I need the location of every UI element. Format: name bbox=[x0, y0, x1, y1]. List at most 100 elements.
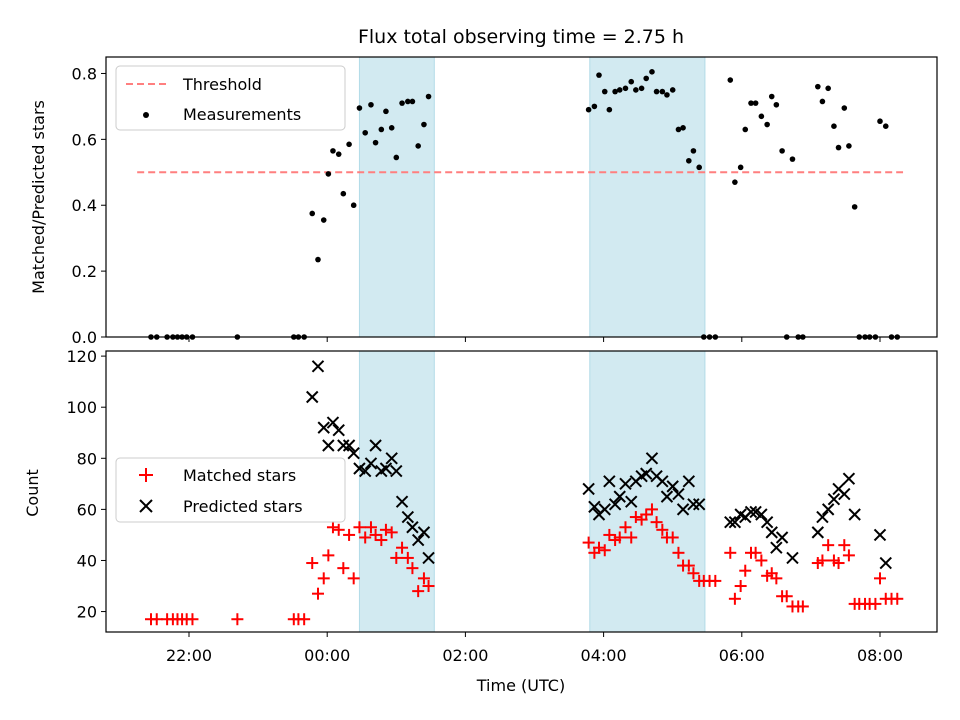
matched-star-point bbox=[412, 585, 425, 598]
xtick-label: 08:00 bbox=[857, 646, 903, 665]
xtick-label: 04:00 bbox=[581, 646, 627, 665]
predicted-star-point bbox=[395, 495, 409, 508]
measurement-point bbox=[425, 93, 432, 100]
matched-star-point bbox=[874, 572, 886, 585]
measurement-point bbox=[383, 108, 389, 115]
matched-star-point bbox=[749, 546, 762, 559]
bottom-ytick-label: 60 bbox=[77, 500, 97, 519]
measurement-point bbox=[628, 78, 635, 85]
measurement-point bbox=[340, 190, 347, 197]
top-ytick-label: 0.8 bbox=[72, 64, 97, 83]
measurement-point bbox=[378, 126, 385, 133]
matched-star-point bbox=[666, 531, 679, 544]
matched-star-point bbox=[656, 523, 669, 536]
predicted-star-point bbox=[666, 480, 679, 493]
predicted-star-point bbox=[873, 528, 887, 542]
predicted-star-point bbox=[744, 505, 758, 519]
matched-star-point bbox=[603, 528, 616, 541]
legend-predicted-swatch bbox=[139, 499, 153, 513]
matched-star-point bbox=[306, 557, 319, 570]
bottom-axes-frame bbox=[105, 350, 938, 633]
predicted-star-point bbox=[760, 515, 774, 529]
predicted-star-point bbox=[311, 360, 325, 373]
matched-star-point bbox=[364, 521, 377, 534]
measurement-point bbox=[415, 143, 421, 149]
chart-title: Flux total observing time = 2.75 h bbox=[358, 26, 684, 48]
predicted-star-point bbox=[608, 498, 622, 511]
predicted-star-point bbox=[598, 503, 611, 516]
predicted-star-point bbox=[838, 487, 851, 501]
predicted-star-point bbox=[588, 500, 601, 514]
legend-predicted-label: Predicted stars bbox=[183, 497, 303, 516]
predicted-star-point bbox=[816, 510, 829, 524]
measurement-point bbox=[309, 210, 316, 217]
measurement-point bbox=[585, 106, 592, 113]
predicted-star-point bbox=[811, 526, 825, 539]
matched-star-point bbox=[598, 544, 611, 557]
measurement-point bbox=[846, 143, 852, 149]
predicted-star-point bbox=[364, 457, 378, 470]
matched-star-point bbox=[682, 559, 695, 572]
top-ytick-label: 0.4 bbox=[72, 196, 97, 215]
measurement-point bbox=[727, 77, 734, 83]
predicted-star-point bbox=[326, 416, 340, 429]
xtick-label: 06:00 bbox=[719, 646, 765, 665]
measurement-point bbox=[606, 106, 613, 113]
measurement-point bbox=[653, 88, 660, 95]
measurement-point bbox=[330, 148, 336, 154]
matched-star-point bbox=[401, 551, 414, 564]
ratio-panel: Flux total observing time = 2.75 h 0.00.… bbox=[29, 26, 938, 347]
measurement-point bbox=[877, 118, 883, 125]
measurement-point bbox=[835, 144, 842, 151]
bottom-legend: Matched stars Predicted stars bbox=[115, 457, 346, 523]
top-observing-window-1 bbox=[358, 56, 435, 338]
measurement-point bbox=[596, 72, 602, 78]
matched-star-point bbox=[822, 539, 835, 552]
measurement-point bbox=[680, 125, 686, 131]
legend-matched-label: Matched stars bbox=[183, 466, 296, 485]
predicted-star-point bbox=[842, 472, 856, 485]
measurement-point bbox=[393, 154, 400, 161]
predicted-star-point bbox=[401, 510, 415, 524]
predicted-star-point bbox=[613, 490, 626, 503]
measurement-point bbox=[601, 88, 608, 95]
bottom-ytick-label: 80 bbox=[77, 449, 97, 468]
measurement-point bbox=[882, 123, 889, 129]
matched-star-point bbox=[390, 551, 403, 564]
matched-star-point bbox=[231, 613, 244, 626]
predicted-star-point bbox=[848, 508, 861, 521]
measurement-point bbox=[368, 101, 374, 108]
measurement-point bbox=[815, 83, 821, 90]
matched-star-point bbox=[728, 592, 741, 605]
legend-measurements-label: Measurements bbox=[183, 105, 301, 124]
measurement-point bbox=[764, 121, 770, 128]
matched-star-point bbox=[186, 613, 199, 626]
matched-star-point bbox=[869, 597, 882, 610]
measurement-point bbox=[664, 92, 670, 98]
measurement-point bbox=[819, 98, 826, 105]
matched-star-point bbox=[625, 531, 638, 544]
legend-threshold-label: Threshold bbox=[182, 75, 262, 94]
predicted-star-point bbox=[687, 498, 700, 511]
matched-star-point bbox=[359, 531, 372, 544]
matched-star-point bbox=[592, 541, 605, 554]
matched-star-point bbox=[770, 572, 783, 585]
predicted-star-point bbox=[369, 439, 382, 452]
measurement-point bbox=[372, 139, 379, 146]
matched-star-point bbox=[422, 580, 435, 593]
predicted-star-point bbox=[827, 492, 841, 506]
predicted-star-point bbox=[770, 541, 783, 554]
predicted-star-point bbox=[379, 462, 393, 475]
matched-star-point bbox=[322, 549, 335, 562]
top-observing-window-2 bbox=[589, 56, 706, 338]
matched-star-point bbox=[337, 562, 350, 575]
predicted-star-point bbox=[337, 439, 350, 452]
measurement-point bbox=[758, 113, 765, 120]
measurement-point bbox=[350, 202, 357, 209]
x-axis-label: Time (UTC) bbox=[476, 676, 565, 695]
matched-star-point bbox=[353, 521, 366, 534]
measurement-point bbox=[346, 141, 352, 148]
predicted-star-point bbox=[422, 551, 435, 565]
predicted-star-point bbox=[672, 487, 685, 501]
